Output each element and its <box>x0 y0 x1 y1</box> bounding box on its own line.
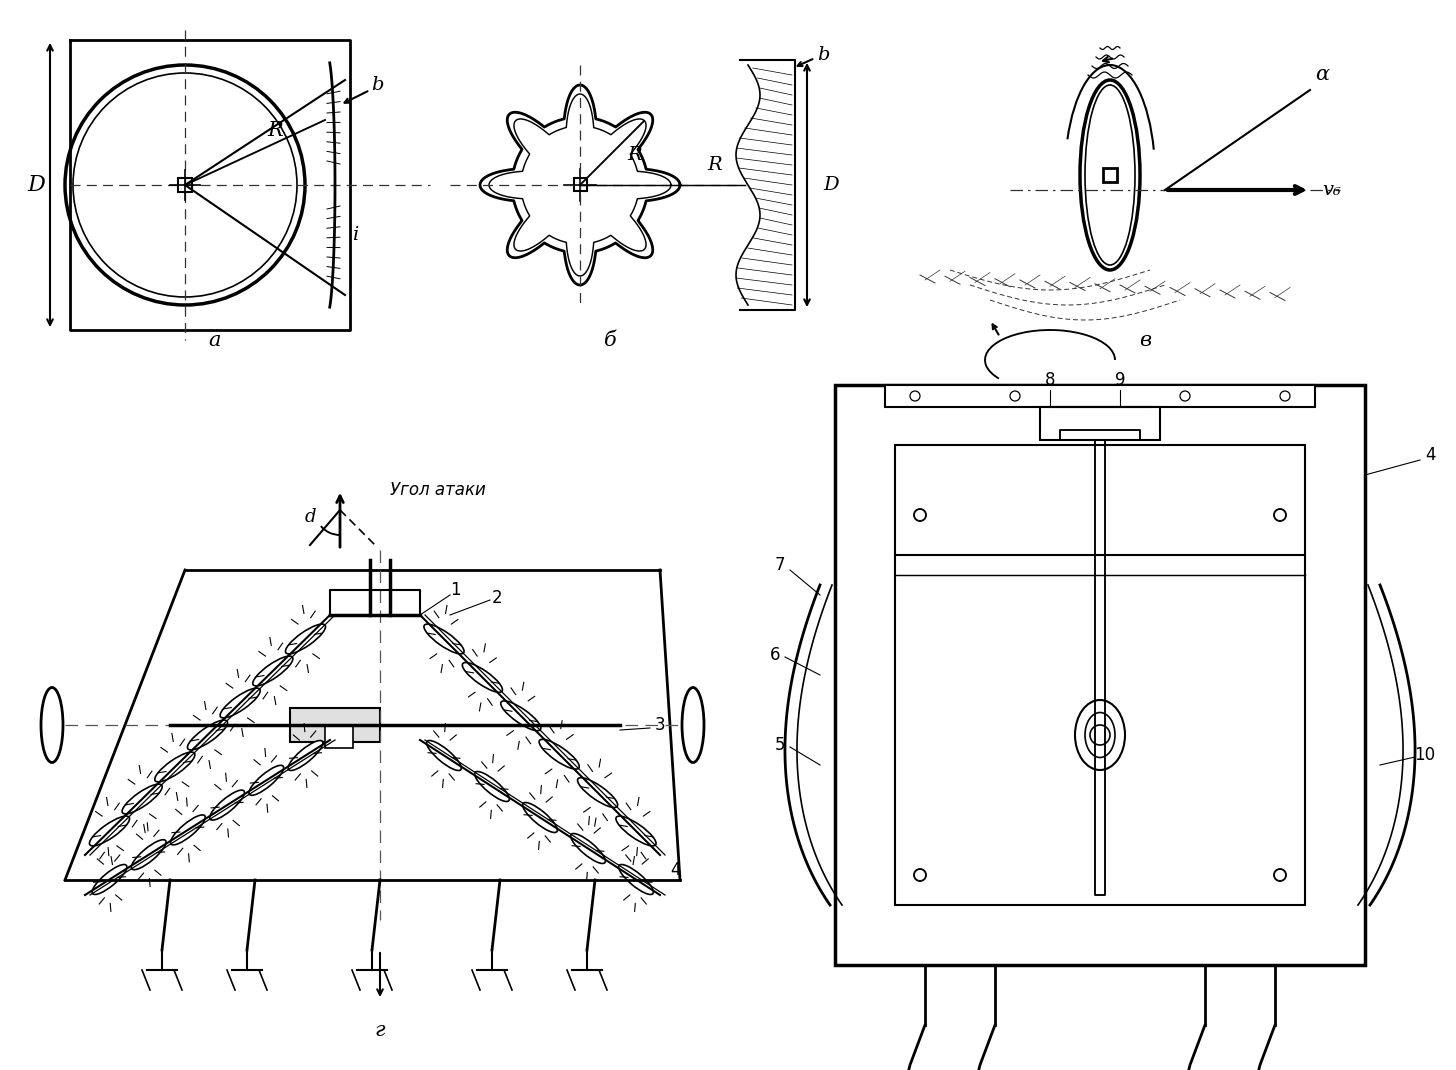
Circle shape <box>1280 391 1290 401</box>
Text: b: b <box>817 46 830 64</box>
Text: R: R <box>266 121 282 139</box>
Text: 1: 1 <box>450 581 460 599</box>
Ellipse shape <box>1085 713 1115 758</box>
Ellipse shape <box>681 688 705 763</box>
Text: 4: 4 <box>1425 446 1436 464</box>
Circle shape <box>914 509 926 521</box>
Circle shape <box>910 391 920 401</box>
Text: 9: 9 <box>1115 371 1125 389</box>
Text: R: R <box>708 156 722 174</box>
Ellipse shape <box>131 840 166 870</box>
Ellipse shape <box>475 771 510 801</box>
Ellipse shape <box>1080 80 1140 270</box>
Ellipse shape <box>424 624 464 654</box>
Text: v₆: v₆ <box>1322 181 1341 199</box>
Text: 2: 2 <box>492 588 502 607</box>
Text: 5: 5 <box>775 736 785 754</box>
Bar <box>1104 168 1117 182</box>
Ellipse shape <box>539 739 579 769</box>
Ellipse shape <box>288 740 323 770</box>
Text: а: а <box>208 331 221 350</box>
Ellipse shape <box>92 865 127 895</box>
Ellipse shape <box>501 701 540 731</box>
Ellipse shape <box>463 662 502 692</box>
Bar <box>885 385 1315 407</box>
Ellipse shape <box>578 778 617 808</box>
Bar <box>178 178 192 192</box>
Bar <box>574 178 587 192</box>
Ellipse shape <box>154 752 195 782</box>
Text: D: D <box>28 174 45 196</box>
Bar <box>1040 407 1160 440</box>
Ellipse shape <box>220 688 261 718</box>
Circle shape <box>914 869 926 881</box>
Text: в: в <box>1139 331 1152 350</box>
Circle shape <box>1091 725 1109 745</box>
Text: Угол атаки: Угол атаки <box>390 482 486 499</box>
Ellipse shape <box>427 740 462 770</box>
Circle shape <box>1010 391 1021 401</box>
Text: 8: 8 <box>1045 371 1056 389</box>
Text: г: г <box>374 1021 386 1039</box>
Text: 4: 4 <box>670 861 680 878</box>
Ellipse shape <box>249 765 284 795</box>
Text: б: б <box>604 331 616 350</box>
Ellipse shape <box>619 865 654 895</box>
Ellipse shape <box>285 624 326 654</box>
Ellipse shape <box>571 834 606 863</box>
Text: i: i <box>352 226 358 244</box>
Circle shape <box>1179 391 1190 401</box>
Text: 10: 10 <box>1414 746 1436 764</box>
Bar <box>290 708 380 742</box>
Ellipse shape <box>170 815 205 845</box>
Text: 6: 6 <box>770 646 780 664</box>
Ellipse shape <box>1075 700 1125 770</box>
Circle shape <box>1274 509 1286 521</box>
Ellipse shape <box>122 784 162 814</box>
Text: b: b <box>371 76 383 94</box>
Ellipse shape <box>523 802 558 832</box>
Text: d: d <box>304 508 316 526</box>
Ellipse shape <box>188 720 227 750</box>
Ellipse shape <box>210 790 245 820</box>
Ellipse shape <box>41 688 63 763</box>
Text: 3: 3 <box>655 716 665 734</box>
Ellipse shape <box>616 816 657 846</box>
Ellipse shape <box>253 656 293 686</box>
Ellipse shape <box>89 816 130 846</box>
Text: D: D <box>823 175 839 194</box>
Bar <box>325 727 352 748</box>
Circle shape <box>1274 869 1286 881</box>
Bar <box>834 385 1366 965</box>
Text: 7: 7 <box>775 556 785 574</box>
Text: R: R <box>628 146 642 164</box>
Bar <box>895 445 1305 905</box>
Text: α: α <box>1315 65 1329 85</box>
